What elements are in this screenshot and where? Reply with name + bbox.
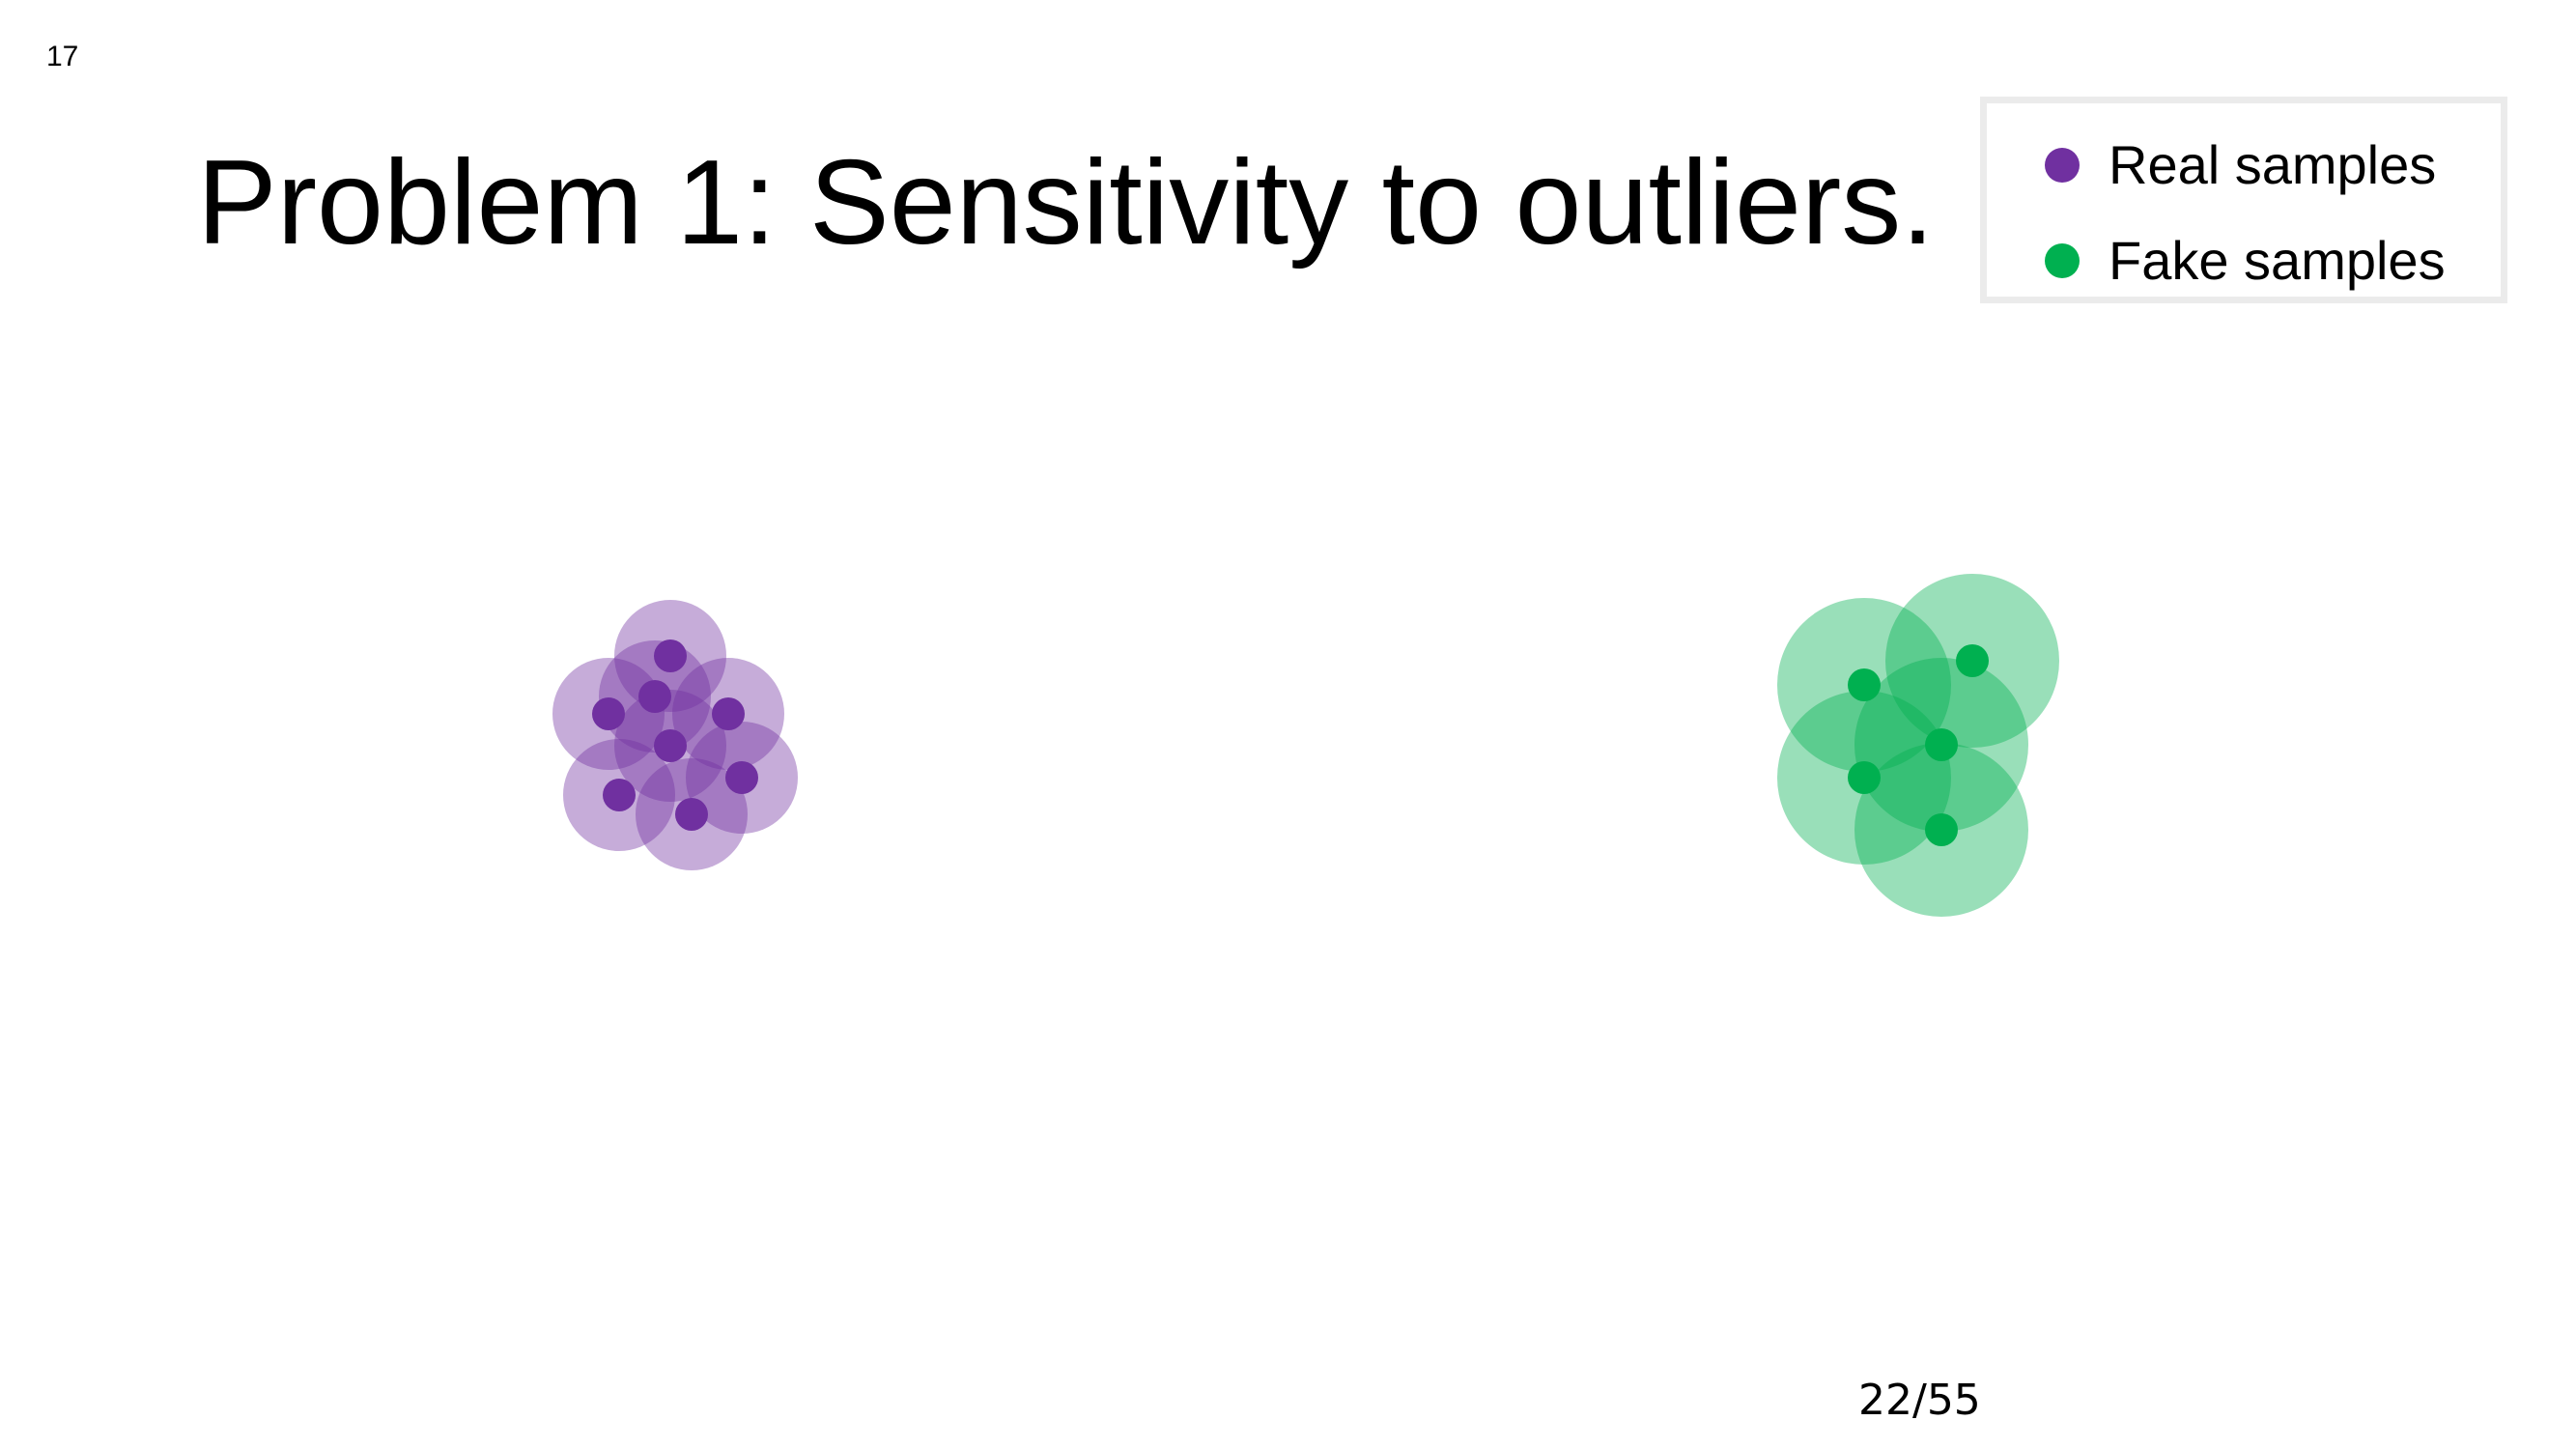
real-sample-point (654, 729, 687, 762)
real-samples-cluster (552, 600, 798, 870)
real-sample-marker-icon (2045, 148, 2080, 183)
fake-samples-cluster (1777, 574, 2059, 917)
fake-sample-point (1956, 644, 1989, 677)
real-sample-point (675, 798, 708, 831)
legend-label-real: Real samples (2109, 134, 2437, 195)
real-sample-point (638, 680, 671, 713)
fake-sample-point (1925, 813, 1958, 846)
fake-sample-point (1848, 761, 1881, 794)
fake-sample-point (1925, 728, 1958, 761)
slide-title: Problem 1: Sensitivity to outliers. (197, 136, 1935, 270)
real-sample-point (712, 697, 745, 730)
legend: Real samples Fake samples (1980, 97, 2507, 303)
slide-number: 17 (46, 41, 79, 72)
real-sample-point (603, 779, 636, 811)
page-counter: 22/55 (1858, 1376, 1981, 1425)
real-sample-point (592, 697, 625, 730)
real-sample-point (654, 639, 687, 672)
real-sample-point (725, 761, 758, 794)
fake-sample-marker-icon (2045, 243, 2080, 278)
legend-label-fake: Fake samples (2109, 230, 2446, 291)
fake-sample-point (1848, 668, 1881, 701)
